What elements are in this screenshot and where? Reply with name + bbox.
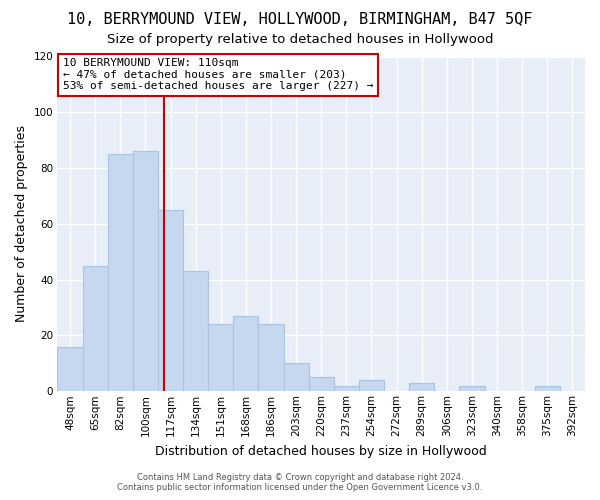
Bar xyxy=(83,266,108,392)
Text: 10, BERRYMOUND VIEW, HOLLYWOOD, BIRMINGHAM, B47 5QF: 10, BERRYMOUND VIEW, HOLLYWOOD, BIRMINGH… xyxy=(67,12,533,28)
Bar xyxy=(158,210,183,392)
Bar xyxy=(259,324,284,392)
Bar xyxy=(284,364,308,392)
Text: Size of property relative to detached houses in Hollywood: Size of property relative to detached ho… xyxy=(107,32,493,46)
Bar xyxy=(183,272,208,392)
Bar xyxy=(409,383,434,392)
Bar xyxy=(208,324,233,392)
Bar xyxy=(359,380,384,392)
Bar xyxy=(233,316,259,392)
Text: 10 BERRYMOUND VIEW: 110sqm
← 47% of detached houses are smaller (203)
53% of sem: 10 BERRYMOUND VIEW: 110sqm ← 47% of deta… xyxy=(63,58,373,92)
Bar xyxy=(308,378,334,392)
Bar xyxy=(535,386,560,392)
Bar xyxy=(334,386,359,392)
Bar xyxy=(133,152,158,392)
X-axis label: Distribution of detached houses by size in Hollywood: Distribution of detached houses by size … xyxy=(155,444,487,458)
Text: Contains HM Land Registry data © Crown copyright and database right 2024.
Contai: Contains HM Land Registry data © Crown c… xyxy=(118,473,482,492)
Bar xyxy=(108,154,133,392)
Bar xyxy=(58,346,83,392)
Y-axis label: Number of detached properties: Number of detached properties xyxy=(15,126,28,322)
Bar xyxy=(460,386,485,392)
